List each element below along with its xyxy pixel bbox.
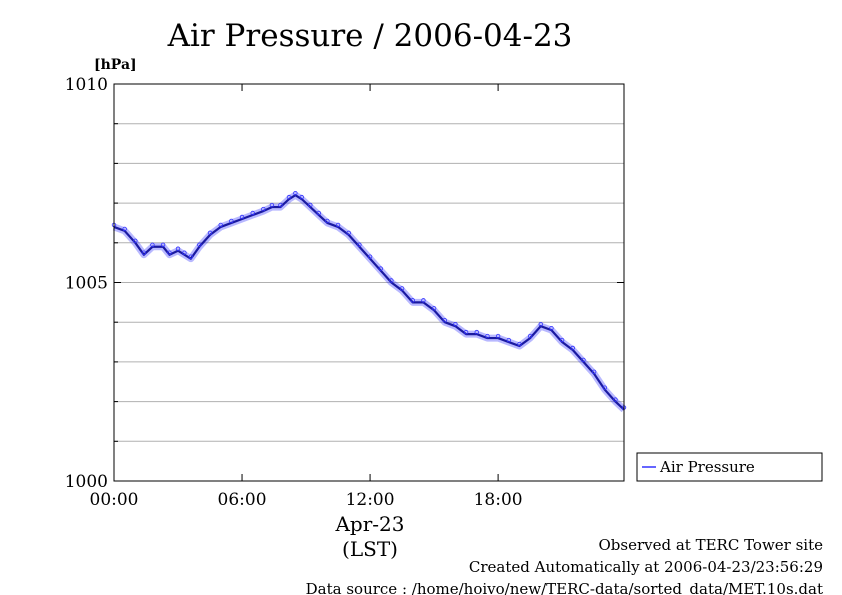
data-point (581, 357, 586, 363)
data-point (378, 266, 383, 271)
data-point (239, 214, 245, 220)
data-point (286, 194, 292, 200)
data-point (602, 385, 607, 390)
y-tick-label: 1005 (65, 274, 108, 294)
data-point (517, 341, 522, 347)
y-tick-label: 1010 (65, 75, 108, 95)
data-point (591, 369, 597, 375)
data-point (308, 202, 313, 208)
data-point (278, 202, 283, 208)
data-point (122, 226, 127, 232)
legend: Air Pressure (636, 452, 823, 482)
grid-lines (114, 123, 624, 442)
series-band (112, 191, 627, 413)
data-point (527, 333, 533, 339)
legend-box (636, 452, 823, 482)
data-point (495, 333, 501, 339)
data-point (474, 329, 479, 335)
data-point (399, 286, 405, 291)
x-axis-timezone-label: (LST) (342, 537, 398, 561)
data-point (421, 298, 426, 303)
y-tick-label: 1000 (65, 472, 108, 492)
data-point (141, 250, 147, 255)
series-layer (111, 190, 627, 413)
data-point (357, 242, 362, 247)
data-point (389, 278, 394, 283)
data-point (335, 222, 341, 228)
footer-site: Observed at TERC Tower site (598, 536, 823, 554)
data-point (325, 218, 330, 224)
data-point (207, 230, 213, 236)
data-point (538, 321, 543, 327)
data-point (316, 210, 322, 216)
data-point (346, 230, 351, 236)
data-point (442, 318, 447, 323)
axis-ticks: 1000 1005 1010 00:00 06:00 12:00 18:00 (65, 75, 624, 510)
data-point (188, 254, 194, 259)
data-point (167, 250, 172, 255)
legend-label: Air Pressure (659, 458, 755, 476)
data-point (250, 210, 255, 216)
data-point (182, 250, 187, 255)
data-point (410, 298, 415, 303)
data-point (175, 246, 181, 251)
data-point (269, 202, 275, 208)
data-point (463, 329, 469, 335)
data-point (299, 194, 304, 200)
series-line (113, 194, 625, 411)
footer-datasource: Data source : /home/hoivo/new/TERC-data/… (306, 580, 823, 595)
data-point (197, 242, 202, 247)
data-point (150, 242, 155, 247)
data-point (506, 337, 511, 343)
footer-created: Created Automatically at 2006-04-23/23:5… (469, 558, 823, 576)
x-tick-label: 06:00 (218, 490, 267, 510)
x-tick-label: 12:00 (346, 490, 395, 510)
x-axis-date-label: Apr-23 (334, 512, 404, 536)
data-point (367, 254, 373, 259)
y-unit-label: [hPa] (94, 57, 137, 73)
data-point (485, 333, 490, 339)
data-point (570, 345, 575, 351)
data-point (559, 337, 565, 343)
data-point (261, 206, 266, 212)
data-point (229, 218, 234, 224)
data-point (453, 321, 458, 327)
chart-title: Air Pressure / 2006-04-23 (167, 18, 573, 54)
data-point (431, 306, 437, 311)
data-point (218, 222, 223, 228)
data-point (613, 397, 618, 402)
x-tick-label: 18:00 (474, 490, 523, 510)
x-tick-label: 00:00 (90, 490, 139, 510)
data-point (293, 190, 298, 196)
data-point (133, 238, 138, 243)
data-point (160, 242, 166, 247)
data-point (549, 325, 554, 331)
